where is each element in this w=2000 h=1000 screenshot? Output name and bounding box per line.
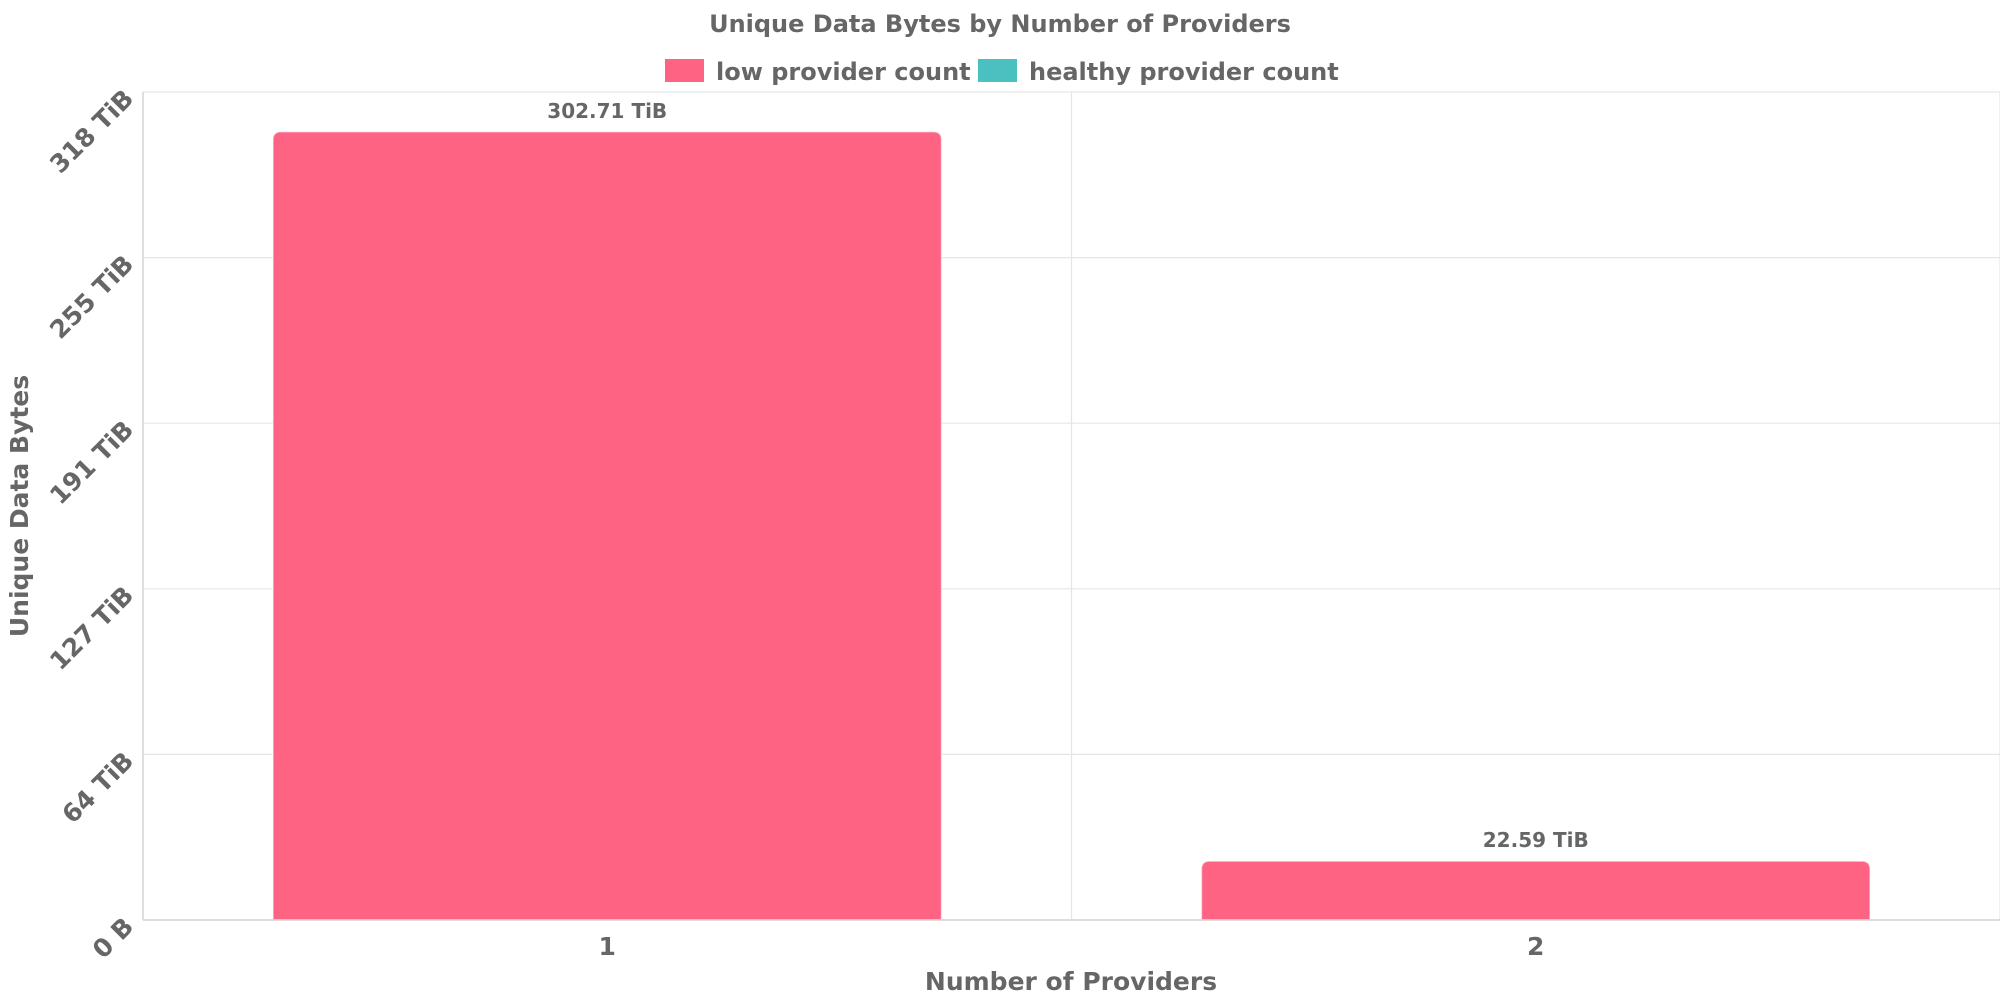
y-axis-label: Unique Data Bytes — [5, 375, 34, 637]
y-tick-label: 318 TiB — [44, 84, 139, 179]
data-label-2: 22.59 TiB — [1483, 828, 1589, 852]
legend: low provider count healthy provider coun… — [665, 58, 1339, 86]
y-axis-ticks: 0 B 64 TiB 127 TiB 191 TiB 255 TiB 318 TiB — [44, 84, 139, 964]
bars — [272, 131, 1871, 921]
x-axis-label: Number of Providers — [925, 967, 1217, 996]
legend-label-low[interactable]: low provider count — [716, 58, 971, 86]
y-tick-label: 64 TiB — [56, 746, 139, 829]
y-tick-label: 0 B — [87, 912, 139, 964]
legend-label-healthy[interactable]: healthy provider count — [1029, 58, 1339, 86]
chart-title: Unique Data Bytes by Number of Providers — [709, 10, 1291, 38]
legend-swatch-low[interactable] — [665, 59, 704, 82]
bar-2[interactable] — [1200, 860, 1871, 921]
data-label-1: 302.71 TiB — [547, 99, 667, 123]
y-tick-label: 191 TiB — [44, 415, 139, 510]
y-tick-label: 127 TiB — [44, 581, 139, 676]
y-tick-label: 255 TiB — [44, 249, 139, 344]
x-tick-label: 2 — [1527, 932, 1544, 961]
x-tick-label: 1 — [599, 932, 616, 961]
data-labels: 302.71 TiB 22.59 TiB — [547, 99, 1588, 852]
bar-1[interactable] — [272, 131, 943, 921]
legend-swatch-healthy[interactable] — [978, 59, 1017, 82]
